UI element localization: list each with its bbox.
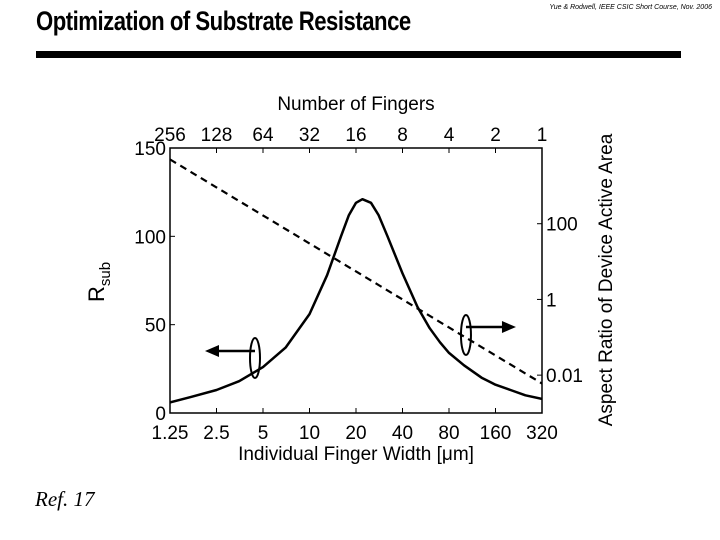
- top-tick-label: 1: [537, 125, 548, 146]
- top-axis-title: Number of Fingers: [277, 94, 434, 115]
- y-right-axis-title: Aspect Ratio of Device Active Area: [596, 133, 617, 426]
- aspect-ratio-line: [170, 158, 542, 385]
- y-right-tick-label: 0.01: [546, 366, 583, 387]
- y-left-tick-label: 0: [155, 404, 166, 425]
- y-left-axis-title: Rsub: [84, 262, 114, 302]
- y-left-axis-title-subscript: sub: [97, 262, 114, 286]
- x-tick-label: 10: [299, 423, 320, 444]
- top-tick-label: 64: [252, 125, 274, 146]
- top-tick-label: 8: [397, 125, 408, 146]
- top-tick-label: 2: [490, 125, 501, 146]
- x-tick-label: 80: [438, 423, 459, 444]
- top-tick-label: 16: [345, 125, 366, 146]
- plot-frame: [169, 147, 543, 414]
- top-tick-label: 256: [154, 125, 186, 146]
- left-axis-arrow-ring: [249, 337, 261, 379]
- y-right-tick-label: 1: [546, 290, 557, 311]
- credit-line: Yue & Rodwell, IEEE CSIC Short Course, N…: [549, 4, 712, 11]
- x-tick-label: 5: [258, 423, 269, 444]
- x-tick-label: 160: [480, 423, 512, 444]
- y-left-tick-label: 50: [145, 316, 166, 337]
- x-tick-label: 2.5: [203, 423, 229, 444]
- y-left-tick-label: 100: [134, 227, 166, 248]
- left-axis-arrow-head: [205, 345, 219, 357]
- top-tick-label: 32: [299, 125, 320, 146]
- right-axis-arrow-head: [501, 321, 516, 333]
- x-tick-label: 20: [345, 423, 366, 444]
- x-tick-label: 320: [526, 423, 558, 444]
- slide-title: Optimization of Substrate Resistance: [36, 6, 411, 36]
- rsub-curve: [170, 197, 542, 404]
- reference-label: Ref. 17: [35, 487, 95, 511]
- x-tick-label: 1.25: [152, 423, 189, 444]
- right-axis-arrow-ring: [459, 314, 472, 356]
- title-divider: [36, 51, 681, 58]
- y-left-tick-label: 150: [134, 139, 166, 160]
- y-left-axis-title-main: R: [84, 286, 109, 302]
- x-axis-title: Individual Finger Width [μm]: [238, 444, 474, 465]
- top-tick-label: 128: [201, 125, 233, 146]
- y-right-tick-label: 100: [546, 215, 578, 236]
- top-tick-label: 4: [444, 125, 455, 146]
- x-tick-label: 40: [392, 423, 413, 444]
